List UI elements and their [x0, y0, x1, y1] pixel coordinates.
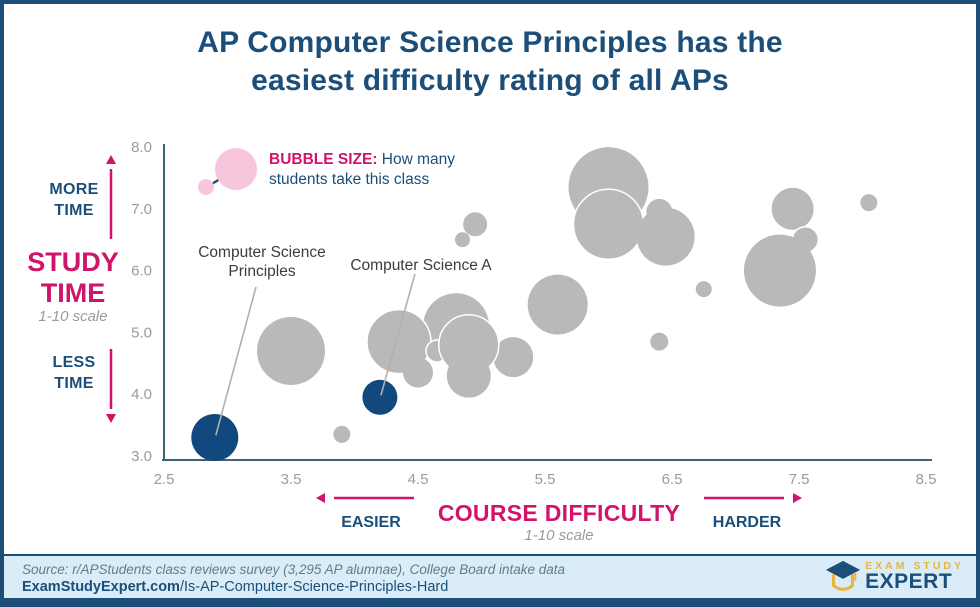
y-tick-4.0: 4.0 [131, 386, 152, 403]
bubble-ap-course [493, 337, 534, 378]
footer: Source: r/APStudents class reviews surve… [4, 554, 976, 598]
bubble-ap-course [568, 147, 649, 228]
exam-study-expert-logo: EXAM STUDY EXPERT [824, 558, 964, 596]
legend-large-bubble [215, 148, 257, 190]
x-tick-7.5: 7.5 [789, 471, 810, 488]
bubble-size-legend: BUBBLE SIZE: How many students take this… [269, 150, 461, 191]
page-title: AP Computer Science Principles has the e… [197, 26, 783, 98]
x-axis-title: COURSE DIFFICULTY [437, 500, 681, 526]
y-tick-5.0: 5.0 [131, 324, 152, 341]
bubble-ap-course [743, 234, 816, 307]
easier-label: EASIER [341, 514, 401, 531]
legend-text: How many students take this class [269, 151, 456, 189]
legend-small-bubble [198, 179, 214, 195]
bubble-computer-science-a [362, 379, 398, 415]
bubble-ap-course [366, 308, 432, 375]
bubble-ap-course [463, 212, 488, 237]
bubble-ap-course [333, 425, 351, 443]
leader-line-computer-science-principles [215, 286, 257, 436]
footer-site-name: ExamStudyExpert.com [22, 579, 180, 595]
footer-bottom-bar [4, 598, 976, 603]
y-tick-7.0: 7.0 [131, 201, 152, 218]
y-axis-title: STUDY TIME [27, 247, 119, 309]
bubble-ap-course [572, 188, 645, 260]
bubble-ap-course [771, 187, 814, 230]
y-tick-6.0: 6.0 [131, 263, 152, 280]
y-axis-scale-note: 1-10 scale [38, 308, 108, 325]
harder-label: HARDER [712, 514, 782, 531]
bubble-ap-course [425, 339, 449, 363]
more-time-label: MORE TIME [49, 181, 99, 219]
bubble-ap-course [446, 353, 491, 398]
less-time-label: LESS TIME [52, 354, 96, 392]
x-tick-3.5: 3.5 [281, 471, 302, 488]
bubble-ap-course [636, 207, 695, 266]
bubble-ap-course [650, 332, 669, 351]
graduation-cap-icon [826, 560, 861, 591]
x-tick-6.5: 6.5 [662, 471, 683, 488]
footer-site-path: /Is-AP-Computer-Science-Principles-Hard [179, 579, 449, 595]
annotation-computer-science-principles: Computer Science Principles [198, 244, 326, 281]
bubbles-layer [191, 147, 878, 461]
bubble-ap-course [423, 293, 490, 360]
bubble-ap-course [695, 281, 712, 298]
bubble-ap-course [646, 198, 673, 225]
leader-line-computer-science-a [380, 273, 416, 396]
y-tick-3.0: 3.0 [131, 448, 152, 465]
harder-arrow-icon [704, 493, 802, 503]
x-axis-scale-note: 1-10 scale [524, 527, 594, 544]
footer-source-text: Source: r/APStudents class reviews surve… [22, 562, 566, 577]
annotation-computer-science-a: Computer Science A [350, 257, 492, 274]
x-tick-4.5: 4.5 [408, 471, 429, 488]
bubble-ap-course [527, 274, 588, 335]
bubble-ap-course [257, 316, 325, 385]
bubble-ap-course [791, 225, 820, 254]
x-tick-2.5: 2.5 [154, 471, 175, 488]
axis-ticks: 8.0 7.0 6.0 5.0 4.0 3.02.5 3.5 4.5 5.5 6.5 7.5 8.5 [131, 139, 936, 488]
bubble-ap-course [403, 357, 433, 388]
logo-expert: EXPERT [865, 570, 953, 593]
logo-text: EXAM STUDY EXPERT [865, 560, 964, 594]
bubble-ap-course [438, 314, 500, 376]
footer-url: ExamStudyExpert.com/Is-AP-Computer-Scien… [22, 579, 448, 595]
easier-arrow-icon [316, 493, 414, 503]
bubble-ap-course [454, 232, 470, 248]
bubble-ap-course [860, 194, 878, 212]
x-tick-8.5: 8.5 [916, 471, 937, 488]
legend-title: BUBBLE SIZE: [269, 151, 378, 168]
annotation-leader-lines [215, 273, 416, 436]
logo-exam-study: EXAM STUDY [865, 560, 964, 572]
y-tick-8.0: 8.0 [131, 139, 152, 156]
x-tick-5.5: 5.5 [535, 471, 556, 488]
bubble-computer-science-principles [191, 413, 239, 461]
